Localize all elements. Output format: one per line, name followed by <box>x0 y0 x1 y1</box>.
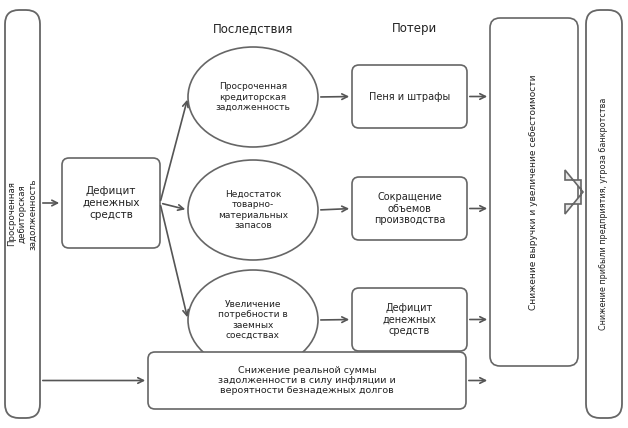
Text: Дефицит
денежных
средств: Дефицит денежных средств <box>382 303 436 336</box>
Ellipse shape <box>188 270 318 370</box>
Text: Потери: Потери <box>392 22 438 35</box>
Polygon shape <box>565 170 583 214</box>
FancyBboxPatch shape <box>352 177 467 240</box>
FancyBboxPatch shape <box>352 65 467 128</box>
Text: Увеличение
потребности в
заемных
соесдствах: Увеличение потребности в заемных соесдст… <box>218 300 288 340</box>
Text: Пеня и штрафы: Пеня и штрафы <box>369 92 450 101</box>
FancyBboxPatch shape <box>5 10 40 418</box>
Text: Снижение прибыли предприятия, угроза банкротства: Снижение прибыли предприятия, угроза бан… <box>600 98 609 330</box>
FancyBboxPatch shape <box>62 158 160 248</box>
FancyBboxPatch shape <box>352 288 467 351</box>
Text: Просроченная
кредиторская
задолженность: Просроченная кредиторская задолженность <box>215 82 290 112</box>
FancyBboxPatch shape <box>490 18 578 366</box>
Text: Дефицит
денежных
средств: Дефицит денежных средств <box>82 186 140 220</box>
FancyBboxPatch shape <box>586 10 622 418</box>
Text: Последствия: Последствия <box>213 22 293 35</box>
Text: Снижение реальной суммы
задолженности в силу инфляции и
вероятности безнадежных : Снижение реальной суммы задолженности в … <box>218 366 396 395</box>
Text: Просроченная
дебиторская
задолженность: Просроченная дебиторская задолженность <box>8 178 38 250</box>
Text: Недостаток
товарно-
материальных
запасов: Недостаток товарно- материальных запасов <box>218 190 288 230</box>
FancyBboxPatch shape <box>148 352 466 409</box>
Ellipse shape <box>188 47 318 147</box>
Text: Снижение выручки и увеличение себестоимости: Снижение выручки и увеличение себестоимо… <box>529 74 538 310</box>
Ellipse shape <box>188 160 318 260</box>
Text: Сокращение
объемов
производства: Сокращение объемов производства <box>374 192 445 225</box>
